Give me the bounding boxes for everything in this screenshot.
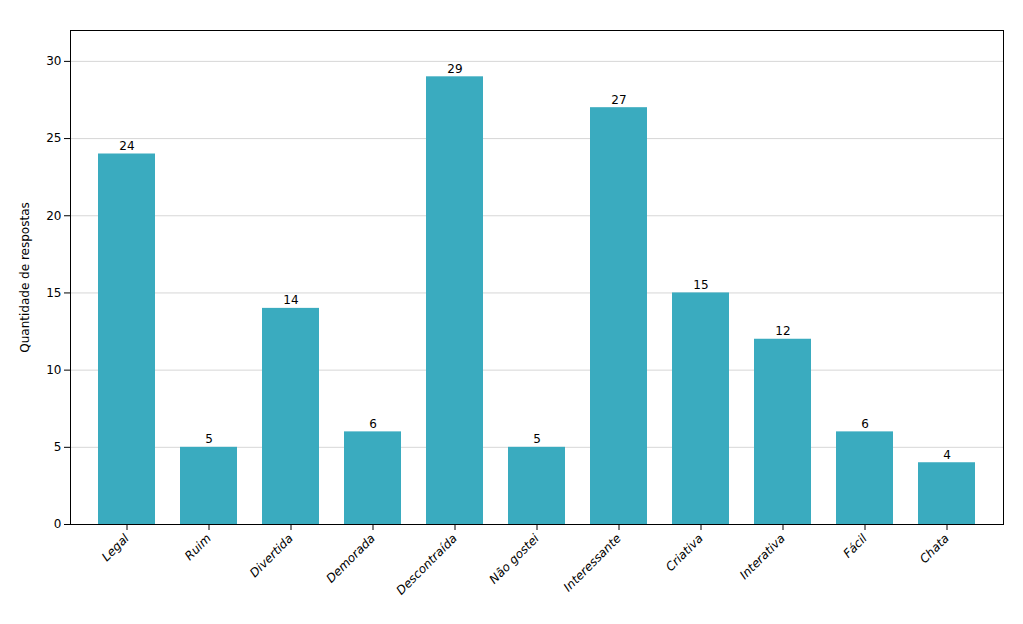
svg-text:29: 29	[447, 62, 462, 76]
svg-text:Descontraída: Descontraída	[394, 531, 460, 597]
svg-text:14: 14	[283, 293, 298, 307]
svg-text:25: 25	[46, 131, 61, 145]
svg-text:Interativa: Interativa	[737, 531, 788, 582]
svg-text:0: 0	[54, 517, 62, 531]
svg-text:15: 15	[46, 286, 61, 300]
svg-text:Demorada: Demorada	[323, 531, 377, 585]
svg-text:Interessante: Interessante	[561, 531, 624, 594]
svg-text:5: 5	[533, 432, 541, 446]
svg-text:30: 30	[46, 54, 61, 68]
svg-text:10: 10	[46, 363, 61, 377]
svg-text:Ruim: Ruim	[182, 531, 214, 563]
svg-text:6: 6	[369, 417, 377, 431]
svg-text:4: 4	[943, 448, 951, 462]
svg-text:Legal: Legal	[99, 531, 132, 564]
svg-text:12: 12	[775, 324, 790, 338]
svg-text:27: 27	[611, 93, 626, 107]
svg-text:5: 5	[54, 440, 62, 454]
svg-text:Divertida: Divertida	[247, 531, 296, 580]
svg-text:24: 24	[119, 139, 134, 153]
svg-text:Chata: Chata	[917, 531, 952, 566]
svg-text:Quantidade de respostas: Quantidade de respostas	[18, 202, 32, 352]
svg-text:Não gostei: Não gostei	[487, 531, 543, 587]
svg-text:15: 15	[693, 278, 708, 292]
svg-text:20: 20	[46, 209, 61, 223]
svg-text:6: 6	[861, 417, 869, 431]
svg-text:5: 5	[205, 432, 213, 446]
svg-text:Fácil: Fácil	[840, 531, 870, 561]
svg-text:Criativa: Criativa	[663, 531, 706, 574]
